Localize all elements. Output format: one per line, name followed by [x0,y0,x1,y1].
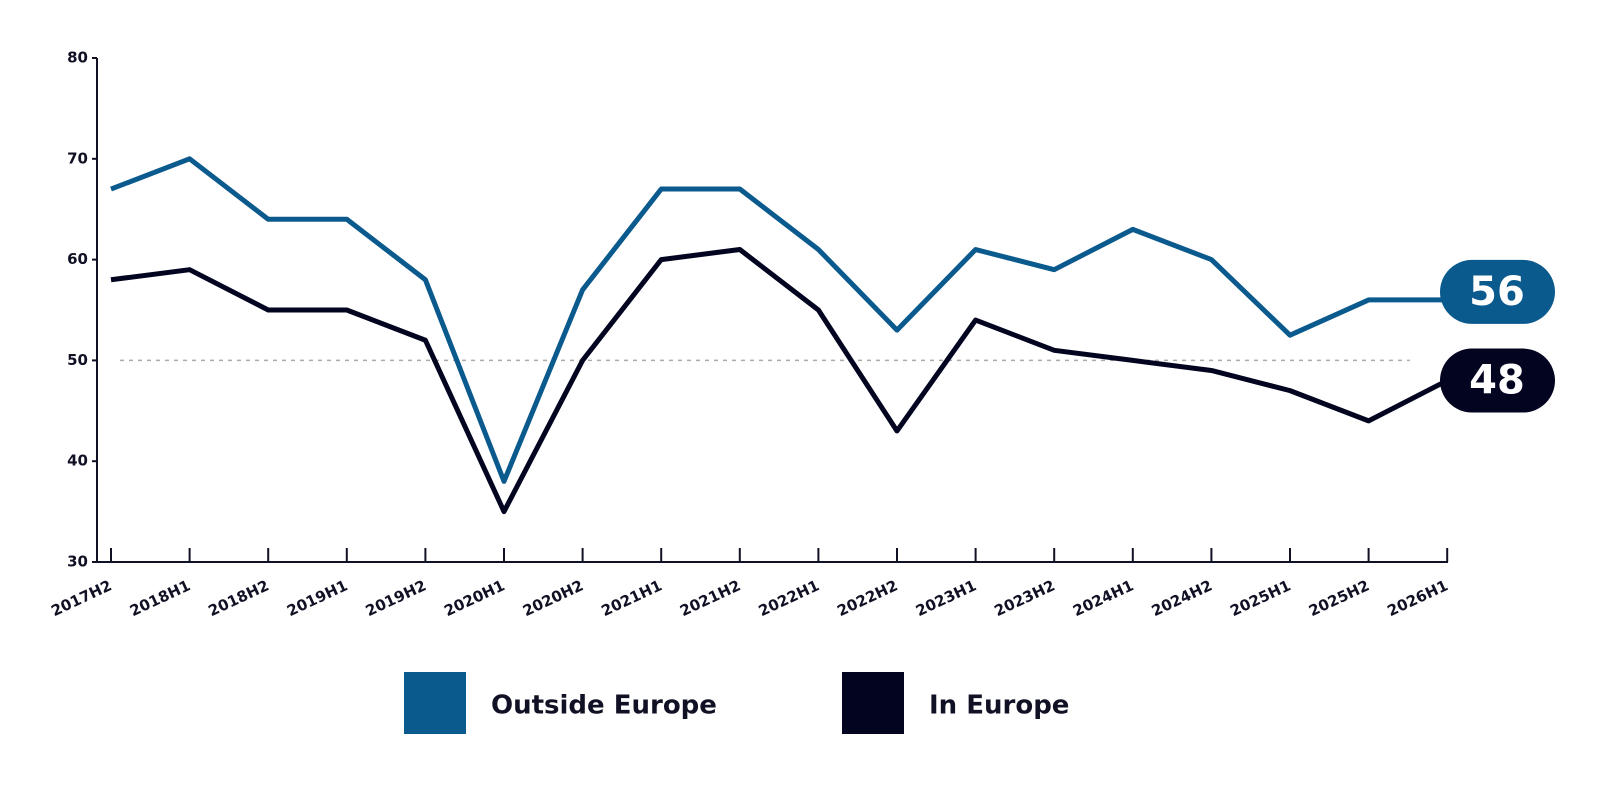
y-tick-label: 60 [67,250,88,268]
x-tick-label: 2021H2 [677,576,743,620]
series-line [110,247,1449,515]
x-tick-label: 2019H1 [284,576,350,620]
x-tick-label: 2025H2 [1306,576,1372,620]
series-line [110,156,1448,484]
y-tick-label: 80 [67,49,88,67]
x-tick-label: 2024H1 [1070,576,1136,620]
end-badge [1440,259,1555,324]
x-tick-label: 2022H2 [834,576,900,620]
x-tick-label: 2023H1 [913,576,979,620]
x-tick-label: 2026H1 [1385,576,1451,620]
x-tick-label: 2024H2 [1149,576,1215,620]
x-tick-label: 2023H2 [992,576,1058,620]
x-tick-label: 2017H2 [48,576,114,620]
legend-swatch [404,672,466,734]
legend-label: Outside Europe [491,691,717,721]
end-label: 48 [1469,358,1525,404]
y-tick-label: 40 [67,452,88,470]
x-tick-label: 2019H2 [363,576,429,620]
y-tick-label: 30 [67,553,88,571]
x-tick-label: 2018H1 [127,576,193,620]
legend-label: In Europe [929,691,1069,721]
x-tick-label: 2018H2 [206,576,272,620]
end-label: 56 [1469,269,1525,315]
x-tick-label: 2020H1 [441,576,507,620]
x-tick-label: 2025H1 [1227,576,1293,620]
end-badge [1440,348,1555,413]
x-tick-label: 2022H1 [756,576,822,620]
y-tick-label: 70 [67,149,88,167]
x-tick-label: 2020H2 [520,576,586,620]
legend-swatch [842,672,904,734]
x-tick-label: 2021H1 [599,576,665,620]
y-tick-label: 50 [67,351,88,369]
